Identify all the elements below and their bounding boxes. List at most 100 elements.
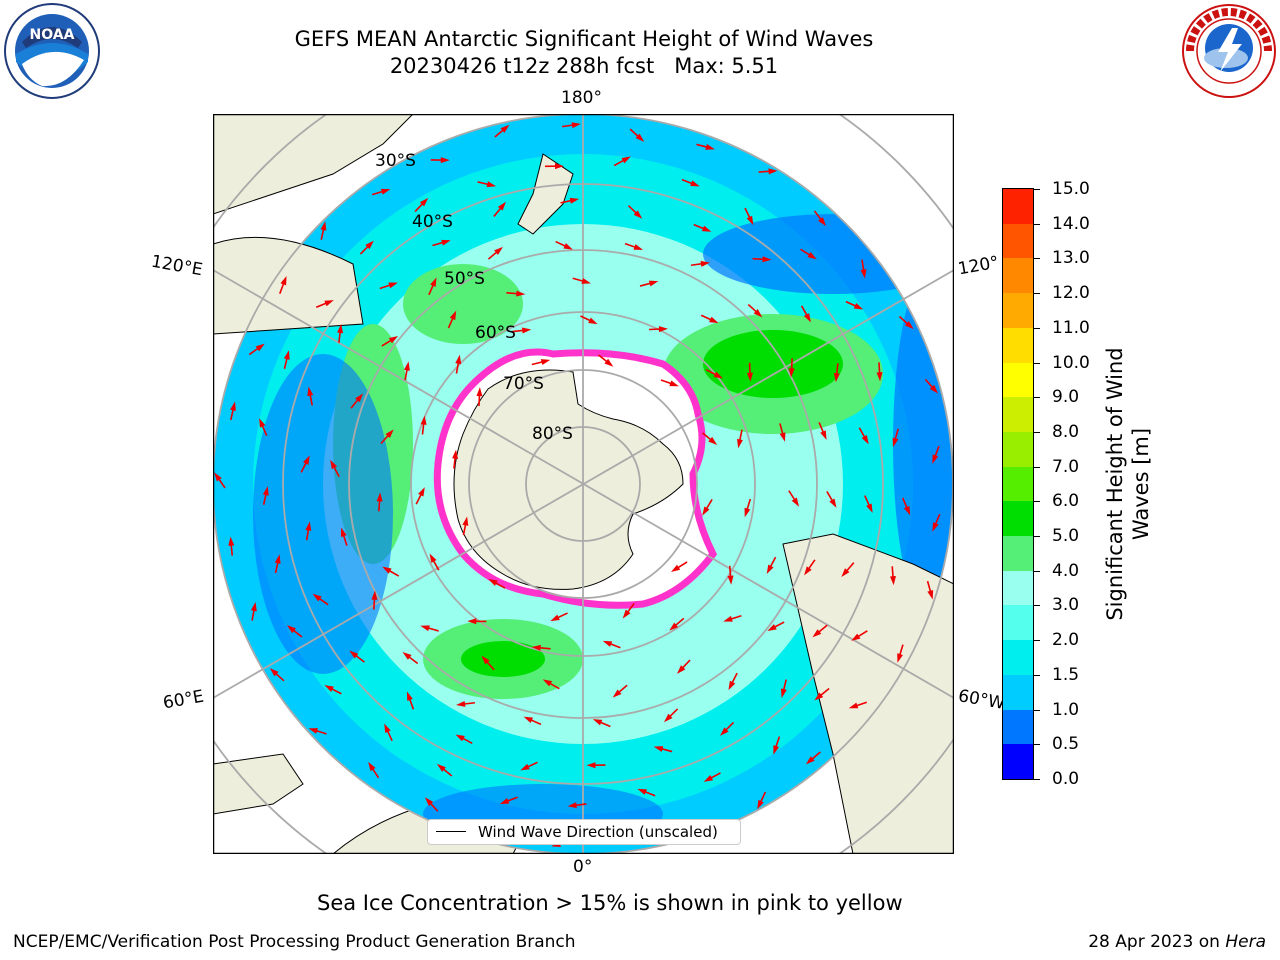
wave-arrow-head: [788, 368, 795, 378]
wave-arrow-head: [773, 745, 780, 755]
wave-arrow-head: [497, 201, 506, 211]
colorbar-tick-mark: [1034, 293, 1040, 295]
wave-arrow-head: [766, 564, 774, 574]
wave-arrow-head: [262, 486, 269, 496]
wave-arrow-head: [436, 763, 446, 772]
wave-arrow-head: [705, 144, 715, 150]
wave-arrow-head: [690, 180, 700, 187]
wave-arrow-head: [841, 568, 850, 578]
colorbar-tick-mark: [1034, 466, 1040, 468]
colorbar-segment: [1003, 639, 1033, 675]
colorbar-tick-mark: [1034, 223, 1040, 225]
map-legend: Wind Wave Direction (unscaled): [427, 819, 741, 845]
wave-arrow-head: [653, 746, 664, 752]
colorbar-tick-label: 0.0: [1052, 769, 1080, 789]
lon-label-upper-left: 120°E: [149, 251, 205, 281]
wave-arrow-head: [330, 459, 338, 470]
colorbar-tick-label: 10.0: [1052, 352, 1090, 373]
noaa-logo: NOAA: [4, 3, 100, 99]
wave-arrow-head: [467, 618, 477, 625]
wave-arrow-head: [269, 668, 279, 677]
wave-arrow-head: [581, 278, 591, 284]
wave-arrow-head: [424, 797, 434, 806]
wave-arrow-head: [829, 498, 837, 508]
wave-arrow-head: [727, 575, 734, 585]
footer-date: 28 Apr 2023 on Hera: [1088, 932, 1266, 952]
colorbar-tick-label: 0.5: [1052, 734, 1080, 755]
colorbar-tick-mark: [1034, 570, 1040, 572]
wave-arrow-head: [848, 702, 859, 709]
wave-arrow-head: [676, 665, 686, 674]
wave-arrow-head: [228, 536, 235, 546]
wave-arrow-head: [728, 680, 736, 691]
wave-arrow-head: [308, 728, 318, 734]
map-subtitle: 20230426 t12z 288h fcst Max: 5.51: [389, 54, 779, 78]
wave-arrow-head: [382, 566, 392, 574]
wave-arrow-head: [569, 197, 580, 204]
wave-arrow-head: [860, 269, 867, 279]
footer-credit: NCEP/EMC/Verification Post Processing Pr…: [13, 932, 576, 952]
colorbar-segment: [1003, 466, 1033, 502]
wave-arrow-head: [586, 762, 596, 769]
wave-arrow-head: [929, 384, 939, 394]
wave-arrow-head: [440, 157, 450, 164]
wave-arrow-head: [889, 576, 896, 586]
wave-arrow-head: [402, 651, 412, 660]
colorbar-segment: [1003, 535, 1033, 571]
wave-arrow-head: [604, 358, 614, 367]
wave-arrow-head: [521, 327, 532, 334]
wave-arrow-head: [476, 387, 483, 397]
wave-arrow-head: [746, 372, 753, 382]
wave-arrow-head: [455, 734, 465, 742]
wave-arrow-head: [637, 788, 647, 795]
colorbar-tick-label: 7.0: [1052, 456, 1080, 477]
wave-arrow-head: [554, 163, 564, 170]
colorbar-tick-mark: [1034, 536, 1040, 538]
wave-arrow-head: [780, 688, 787, 698]
wave-arrow-head: [757, 799, 764, 810]
wave-arrow-head: [230, 401, 236, 411]
colorbar-tick-label: 9.0: [1052, 387, 1080, 408]
footer-date-text: 28 Apr 2023 on: [1088, 932, 1226, 952]
colorbar-segment: [1003, 396, 1033, 432]
wave-arrow-head: [368, 761, 376, 772]
colorbar-tick-label: 5.0: [1052, 526, 1080, 547]
colorbar-tick-mark: [1034, 258, 1040, 260]
wave-arrow-head: [812, 629, 822, 638]
colorbar-tick-label: 12.0: [1052, 283, 1090, 304]
wave-arrow-head: [563, 243, 573, 250]
wave-arrow-head: [449, 310, 457, 321]
lat-label-40s: 40°S: [412, 212, 453, 232]
lon-label-top: 180°: [561, 88, 602, 108]
colorbar-tick-mark: [1034, 779, 1040, 780]
wave-arrow-head: [365, 240, 374, 250]
colorbar-tick-mark: [1034, 501, 1040, 503]
wind-wave-direction-arrows: [214, 122, 941, 848]
wave-arrow-head: [429, 553, 437, 563]
svg-text:NOAA: NOAA: [30, 27, 75, 43]
wave-arrow-head: [932, 522, 939, 532]
wave-arrow-head: [452, 449, 459, 459]
wave-arrow-head: [567, 802, 577, 809]
wave-arrow-head: [670, 564, 681, 573]
wave-arrow-head: [897, 653, 903, 663]
colorbar-tick-label: 1.0: [1052, 699, 1080, 720]
wave-arrow-head: [814, 692, 824, 701]
lat-label-60s: 60°S: [475, 323, 516, 343]
lat-label-30s: 30°S: [375, 151, 416, 171]
colorbar-tick-mark: [1034, 674, 1040, 676]
wave-arrow-head: [927, 589, 934, 600]
colorbar-tick-label: 1.5: [1052, 664, 1080, 685]
wave-arrow-head: [456, 700, 466, 707]
wave-arrow-head: [380, 188, 391, 195]
wave-arrow-head: [633, 210, 643, 219]
map-title: GEFS MEAN Antarctic Significant Height o…: [294, 27, 874, 51]
colorbar-tick-mark: [1034, 327, 1040, 329]
colorbar-tick-label: 4.0: [1052, 560, 1080, 581]
wave-arrow-head: [488, 579, 498, 586]
lon-label-lower-right: 60°W: [956, 686, 1007, 714]
wave-arrow-head: [851, 633, 861, 641]
wave-arrow-head: [324, 300, 334, 307]
wave-arrow-head: [349, 650, 359, 659]
wave-arrow-head: [804, 566, 812, 576]
